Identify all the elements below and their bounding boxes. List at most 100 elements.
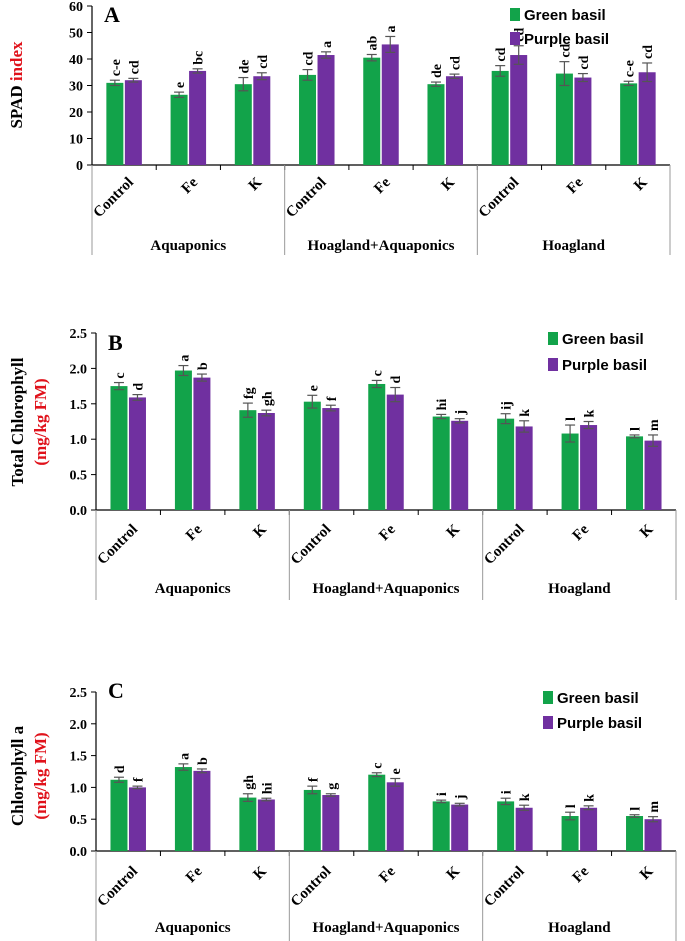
significance-label: k [518, 409, 533, 417]
bar-purple-basil [510, 55, 528, 165]
significance-label: k [583, 794, 598, 802]
panel-title: C [108, 678, 124, 703]
y-axis-label-main: SPAD [7, 85, 26, 128]
legend-label: Purple basil [562, 357, 647, 374]
y-tick-label: 0.5 [70, 813, 88, 828]
category-label: Fe [570, 521, 593, 544]
significance-label: f [131, 777, 146, 782]
bar-purple-basil [381, 44, 399, 165]
category-label: K [637, 863, 657, 883]
y-tick-label: 50 [69, 27, 83, 42]
bar-green-basil [299, 74, 317, 165]
y-tick-label: 2.5 [70, 327, 88, 342]
category-label: Control [481, 864, 527, 910]
category-label: Control [283, 175, 329, 221]
bar-purple-basil [515, 426, 533, 510]
bar-purple-basil [515, 807, 533, 851]
bar-purple-basil [193, 770, 211, 851]
bar-green-basil [432, 801, 450, 851]
bar-purple-basil [322, 795, 340, 851]
bar-purple-basil [253, 76, 271, 165]
category-label: K [246, 174, 266, 194]
legend-swatch-green [543, 691, 553, 704]
group-label: Aquaponics [155, 920, 231, 936]
chart-panel-b: 0.0 0.5 1.0 1.5 2.0 2.5 Aquaponics Hoagland+Aqu… [8, 327, 677, 600]
bar-green-basil [106, 82, 124, 165]
y-axis-label-main: Chlorophyll a [8, 725, 27, 826]
y-tick-label: 0 [76, 159, 83, 174]
significance-label: c [371, 763, 386, 769]
significance-label: c [371, 370, 386, 376]
significance-label: e [306, 385, 321, 391]
bar-green-basil [363, 57, 381, 165]
significance-label: f [306, 777, 321, 782]
legend-label: Green basil [524, 7, 606, 24]
category-label: Fe [564, 174, 587, 197]
legend-swatch-green [548, 332, 558, 345]
legend-swatch-purple [543, 716, 553, 729]
group-label: Aquaponics [150, 238, 226, 254]
bar-green-basil [626, 816, 644, 851]
significance-label: de [237, 60, 252, 74]
bar-green-basil [626, 436, 644, 510]
y-axis-label-accent: index [7, 41, 26, 81]
significance-label: ab [366, 35, 381, 50]
bar-green-basil [497, 418, 515, 510]
bar-green-basil [561, 816, 579, 851]
category-label: K [438, 174, 458, 194]
significance-label: cd [577, 55, 592, 69]
significance-label: m [647, 801, 662, 813]
y-tick-label: 0.0 [70, 504, 88, 519]
significance-label: a [384, 25, 399, 32]
significance-label: l [629, 427, 644, 431]
bar-green-basil [497, 801, 515, 851]
significance-label: a [177, 355, 192, 362]
bar-green-basil [174, 767, 192, 851]
significance-label: ij [500, 401, 515, 410]
bar-green-basil [368, 383, 386, 510]
significance-label: d [113, 765, 128, 773]
bar-purple-basil [574, 77, 592, 165]
significance-label: cd [302, 51, 317, 65]
y-axis-label-main: Total Chlorophyll [8, 357, 27, 486]
y-axis-label: SPAD index [7, 41, 26, 129]
group-label: Hoagland+Aquaponics [313, 920, 460, 936]
significance-label: d [131, 383, 146, 391]
panel-title: B [108, 330, 123, 355]
significance-label: l [564, 417, 579, 421]
significance-label: c-e [623, 60, 638, 77]
legend-swatch-purple [548, 358, 558, 371]
group-label: Hoagland [548, 581, 611, 597]
category-label: Fe [376, 863, 399, 886]
bar-purple-basil [451, 420, 469, 510]
group-label: Hoagland+Aquaponics [313, 581, 460, 597]
significance-label: g [325, 783, 340, 790]
legend-label: Green basil [557, 690, 639, 707]
significance-label: gh [260, 391, 275, 406]
bar-green-basil [303, 401, 321, 510]
significance-label: k [518, 793, 533, 801]
legend-swatch-green [510, 8, 520, 21]
bar-purple-basil [644, 819, 662, 851]
significance-label: j [454, 410, 469, 416]
y-tick-label: 1.0 [70, 781, 88, 796]
bar-purple-basil [451, 804, 469, 851]
category-label: Fe [570, 863, 593, 886]
category-label: Control [288, 522, 334, 568]
bar-purple-basil [257, 413, 275, 510]
significance-label: bc [192, 51, 207, 65]
legend-label: Purple basil [557, 715, 642, 732]
bar-green-basil [110, 779, 128, 851]
bar-purple-basil [189, 70, 207, 165]
significance-label: c [113, 372, 128, 378]
bar-purple-basil [445, 76, 463, 165]
y-tick-label: 2.0 [70, 362, 88, 377]
bar-green-basil [170, 94, 188, 165]
bar-purple-basil [257, 799, 275, 851]
y-tick-label: 40 [69, 53, 83, 68]
bar-purple-basil [638, 72, 656, 165]
y-tick-label: 2.0 [70, 718, 88, 733]
category-label: Control [95, 864, 141, 910]
bar-green-basil [427, 84, 445, 165]
category-label: Fe [179, 174, 202, 197]
